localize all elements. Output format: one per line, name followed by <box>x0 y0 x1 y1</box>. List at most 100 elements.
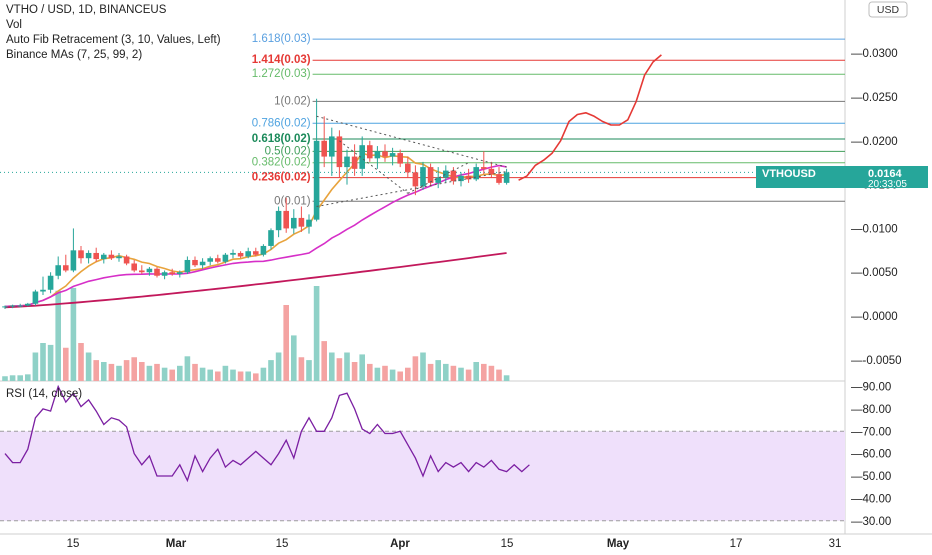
candle-body <box>443 170 449 178</box>
rsi-tick-label: —40.00 <box>851 493 891 505</box>
candle <box>450 167 457 185</box>
candle <box>192 256 198 267</box>
candle <box>146 266 153 276</box>
time-tick-label: May <box>607 538 630 550</box>
candle <box>55 256 61 280</box>
candle-body <box>192 259 198 266</box>
candle-body <box>496 174 502 183</box>
rsi-tick-label: —60.00 <box>851 449 891 461</box>
candle-body <box>306 219 312 227</box>
indicator-fib[interactable]: Auto Fib Retracement (3, 10, Values, Lef… <box>6 34 221 46</box>
triangle-pattern <box>316 115 507 208</box>
candle-body <box>321 140 327 157</box>
candle <box>101 252 107 264</box>
fib-label-0.236: 0.236(0.02) <box>252 172 311 184</box>
candle-body <box>207 258 213 262</box>
volume-bar <box>275 352 282 381</box>
candle-body <box>488 168 495 175</box>
volume-bar <box>329 352 335 381</box>
candle-body <box>93 252 99 260</box>
projection-path <box>518 54 662 181</box>
candle-body <box>397 153 403 164</box>
rsi-title[interactable]: RSI (14, close) <box>6 388 82 400</box>
volume-bar <box>55 290 61 381</box>
candle-body <box>359 145 365 169</box>
candle-body <box>260 245 267 255</box>
candle <box>435 167 441 189</box>
rsi-tick-label: —80.00 <box>851 404 891 416</box>
volume-bar <box>169 369 175 381</box>
candle <box>382 144 388 162</box>
volume-bar <box>230 369 236 381</box>
fib-label-0.786: 0.786(0.02) <box>252 117 311 129</box>
candle-body <box>17 305 23 307</box>
volume-bar <box>40 343 46 381</box>
candle-body <box>154 268 160 276</box>
volume-bar <box>367 363 373 381</box>
currency-badge[interactable]: USD <box>868 1 908 18</box>
candle <box>427 163 434 187</box>
candle-body <box>63 265 69 271</box>
candle-body <box>215 258 221 262</box>
volume-bar <box>184 356 191 381</box>
indicator-vol[interactable]: Vol <box>6 19 22 31</box>
candle <box>313 98 320 222</box>
triangle-lower <box>316 170 507 208</box>
candle <box>230 249 236 259</box>
candle-body <box>458 175 464 182</box>
candle-body <box>230 252 236 255</box>
price-tag-symbol: VTHOUSD <box>762 168 816 180</box>
candle-body <box>108 254 115 259</box>
volume-bar <box>435 360 441 381</box>
candle <box>177 270 183 278</box>
candle <box>344 149 350 185</box>
candle-body <box>313 140 320 220</box>
candle <box>25 302 31 307</box>
volume-bar <box>123 360 130 381</box>
candle-body <box>351 156 358 169</box>
candle <box>291 209 297 234</box>
candle <box>253 247 259 257</box>
candle-body <box>47 275 54 290</box>
fib-label-0.5: 0.5(0.02) <box>265 145 311 157</box>
candle-body <box>427 167 434 183</box>
fib-label-1.272: 1.272(0.03) <box>252 68 311 80</box>
rsi-tick-label: —30.00 <box>851 516 891 528</box>
candle <box>488 161 495 178</box>
candle <box>458 172 464 187</box>
candle <box>443 165 449 183</box>
candle-body <box>275 210 282 231</box>
rsi-panel: —90.00 —80.00 —70.00 —60.00 —50.00 —40.00 —30.… <box>0 381 891 528</box>
volume-bar <box>488 365 495 381</box>
candle-body <box>169 272 175 274</box>
price-tick-label: —0.0250 <box>851 92 898 104</box>
candle-body <box>503 172 510 183</box>
candle-body <box>40 289 46 292</box>
fib-label-0: 0(0.01) <box>274 195 311 207</box>
candle-body <box>473 167 479 180</box>
price-tag-box <box>756 166 928 188</box>
currency-badge-frame <box>868 1 908 18</box>
candle <box>17 303 23 308</box>
price-tick-label: —0.0200 <box>851 136 898 148</box>
time-tick-label: 15 <box>67 538 80 550</box>
chart-title: VTHO / USD, 1D, BINANCEUS <box>6 4 167 16</box>
candle-body <box>85 252 92 259</box>
indicator-mas[interactable]: Binance MAs (7, 25, 99, 2) <box>6 49 142 61</box>
candle-body <box>78 250 84 259</box>
volume-bar <box>192 363 198 381</box>
candle <box>367 140 373 162</box>
volume-bar <box>222 365 229 381</box>
candle-body <box>450 170 457 182</box>
volume-bar <box>359 354 365 381</box>
candle-body <box>101 254 107 260</box>
candle <box>93 247 99 262</box>
candle-body <box>131 263 137 271</box>
volume-bar <box>283 305 289 381</box>
volume-bar <box>382 365 388 381</box>
fib-label-1: 1(0.02) <box>274 95 311 107</box>
candle <box>32 289 39 306</box>
candle <box>215 254 221 264</box>
